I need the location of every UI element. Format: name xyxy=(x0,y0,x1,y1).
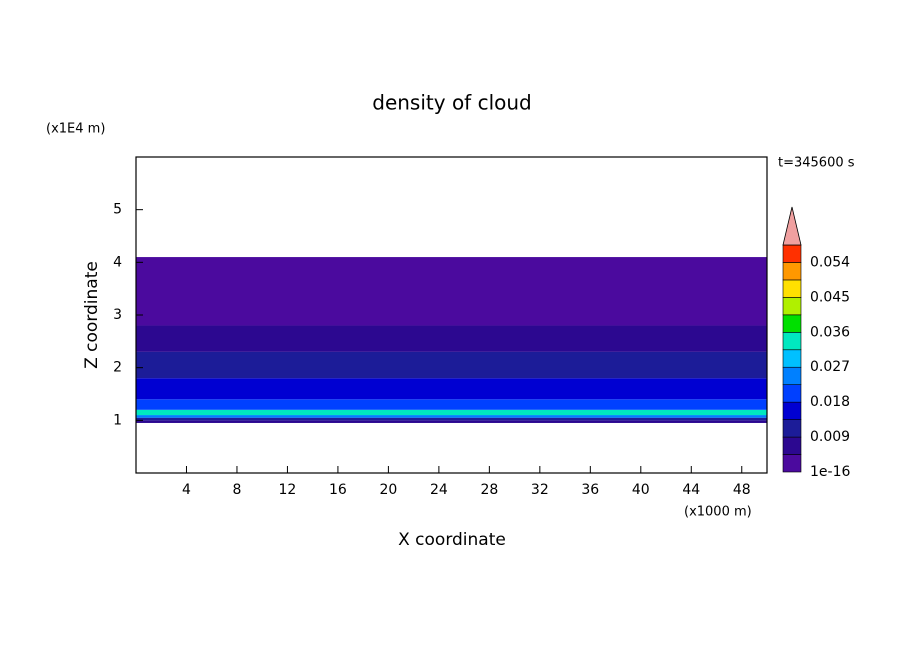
colorbar-tick-label: 0.036 xyxy=(810,324,850,340)
colorbar-tick-label: 0.009 xyxy=(810,429,850,445)
colorbar-band xyxy=(782,262,802,281)
x-tick-label: 32 xyxy=(531,482,549,498)
colorbar-band xyxy=(782,349,802,368)
x-unit: (x1000 m) xyxy=(684,505,752,520)
annotation: t=345600 s xyxy=(778,156,855,171)
contour-band xyxy=(136,420,767,423)
x-tick-label: 8 xyxy=(232,482,241,498)
x-tick-label: 24 xyxy=(430,482,448,498)
x-axis-label: X coordinate xyxy=(398,530,506,550)
colorbar-band xyxy=(782,332,802,351)
x-tick-label: 28 xyxy=(480,482,498,498)
x-tick-label: 4 xyxy=(182,482,191,498)
colorbar-tick-label: 0.027 xyxy=(810,359,850,375)
colorbar-band xyxy=(782,366,802,385)
contour-band xyxy=(136,417,767,421)
x-tick-label: 36 xyxy=(581,482,599,498)
contour-band xyxy=(136,378,767,400)
colorbar-extend xyxy=(782,206,802,246)
colorbar-band xyxy=(782,279,802,298)
contour-band xyxy=(136,415,767,418)
contour-band xyxy=(136,409,767,416)
x-tick-label: 48 xyxy=(733,482,751,498)
colorbar-tick-label: 0.018 xyxy=(810,394,850,410)
y-tick-label: 4 xyxy=(113,254,122,270)
colorbar-band xyxy=(782,314,802,333)
contour-band xyxy=(136,399,767,410)
y-tick-label: 1 xyxy=(113,412,122,428)
chart-title: density of cloud xyxy=(372,91,531,115)
y-tick-label: 3 xyxy=(113,307,122,323)
x-tick-label: 40 xyxy=(632,482,650,498)
contour-band xyxy=(136,325,767,352)
y-tick-label: 2 xyxy=(113,360,122,376)
colorbar-band xyxy=(782,384,802,403)
colorbar-tick-label: 0.045 xyxy=(810,289,850,305)
colorbar-band xyxy=(782,454,802,473)
colorbar-tick-label: 1e-16 xyxy=(810,464,850,480)
y-axis-label: Z coordinate xyxy=(82,261,102,369)
colorbar-tick-label: 0.054 xyxy=(810,254,850,270)
y-tick-label: 5 xyxy=(113,202,122,218)
colorbar-band xyxy=(782,401,802,420)
colorbar-band xyxy=(782,244,802,263)
y-unit: (x1E4 m) xyxy=(46,122,105,137)
contour-band xyxy=(136,351,767,379)
x-tick-label: 20 xyxy=(379,482,397,498)
x-tick-label: 16 xyxy=(329,482,347,498)
colorbar-band xyxy=(782,436,802,455)
contour-band xyxy=(136,257,767,326)
x-tick-label: 12 xyxy=(279,482,297,498)
colorbar-band xyxy=(782,419,802,438)
colorbar-band xyxy=(782,297,802,316)
x-tick-label: 44 xyxy=(682,482,700,498)
